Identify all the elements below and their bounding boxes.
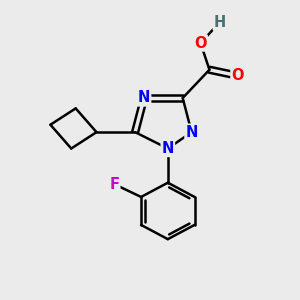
Text: H: H	[214, 15, 226, 30]
Text: F: F	[109, 177, 119, 192]
Text: N: N	[162, 141, 174, 156]
Text: N: N	[185, 125, 198, 140]
Text: O: O	[231, 68, 244, 83]
Text: O: O	[194, 35, 207, 50]
Text: N: N	[138, 91, 150, 106]
